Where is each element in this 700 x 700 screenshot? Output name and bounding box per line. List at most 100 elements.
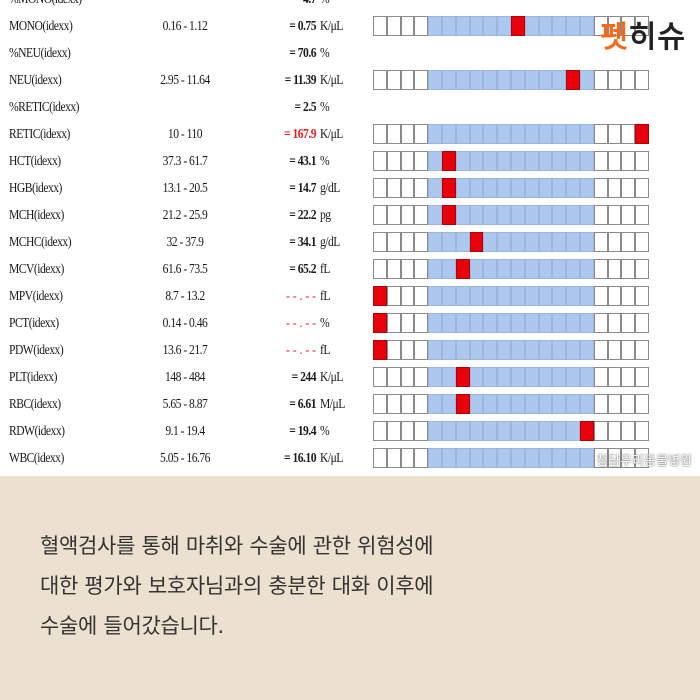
range-segment xyxy=(373,232,387,252)
range-segment xyxy=(552,313,567,333)
range-segment xyxy=(414,178,429,198)
range-segment xyxy=(607,70,622,90)
table-row: MCV(idexx) 61.6 - 73.5 = 65.2 fL xyxy=(0,256,700,283)
range-segment xyxy=(552,16,567,36)
range-segment xyxy=(428,16,442,36)
result-value: = 167.9 xyxy=(283,126,317,141)
range-bar xyxy=(373,421,649,441)
result-unit: K/μL xyxy=(320,126,343,141)
range-segment xyxy=(483,70,498,90)
range-segment xyxy=(510,259,525,279)
range-segment xyxy=(400,16,415,36)
reference-range: 61.6 - 73.5 xyxy=(162,261,208,276)
table-row: RETIC(idexx) 10 - 110 = 167.9 K/μL xyxy=(0,121,700,148)
result-value: = 22.2 xyxy=(289,207,316,222)
result-value: - - . - - xyxy=(286,342,316,357)
range-segment xyxy=(441,421,456,441)
range-segment xyxy=(593,421,608,441)
reference-range: 13.1 - 20.5 xyxy=(162,180,208,195)
range-segment xyxy=(428,205,442,225)
range-segment xyxy=(414,394,429,414)
test-name: PLT(idexx) xyxy=(9,369,57,384)
range-segment xyxy=(400,178,415,198)
result-marker xyxy=(510,16,525,36)
range-segment xyxy=(428,313,442,333)
result-marker xyxy=(441,178,456,198)
range-segment xyxy=(552,421,567,441)
table-row: %RETIC(idexx) = 2.5% xyxy=(0,94,700,121)
test-name: MPV(idexx) xyxy=(9,288,63,303)
reference-range: 2.95 - 11.64 xyxy=(160,72,210,87)
range-segment xyxy=(635,151,649,171)
range-segment xyxy=(579,340,594,360)
range-segment xyxy=(373,70,387,90)
result-unit: % xyxy=(320,45,330,60)
result-unit: K/μL xyxy=(320,72,343,87)
test-name: MCV(idexx) xyxy=(9,261,64,276)
test-name: %RETIC(idexx) xyxy=(9,99,80,114)
range-segment xyxy=(386,151,401,171)
result-unit: K/μL xyxy=(320,18,343,33)
range-segment xyxy=(441,70,456,90)
result-value: = 14.7 xyxy=(289,180,316,195)
range-segment xyxy=(441,394,456,414)
table-row: %MONO(idexx) = 4.7% xyxy=(0,0,700,13)
range-segment xyxy=(607,286,622,306)
range-segment xyxy=(386,421,401,441)
range-segment xyxy=(635,394,649,414)
range-segment xyxy=(400,340,415,360)
range-segment xyxy=(538,448,553,468)
range-segment xyxy=(552,394,567,414)
reference-range: 37.3 - 61.7 xyxy=(162,153,208,168)
range-segment xyxy=(455,70,470,90)
range-bar xyxy=(373,313,649,333)
range-segment xyxy=(635,259,649,279)
range-segment xyxy=(497,124,511,144)
result-marker xyxy=(469,232,484,252)
range-bar xyxy=(373,394,649,414)
range-segment xyxy=(428,421,442,441)
table-row: PCT(idexx) 0.14 - 0.46 - - . - -% xyxy=(0,310,700,337)
range-segment xyxy=(483,286,498,306)
range-segment xyxy=(428,232,442,252)
range-segment xyxy=(414,367,429,387)
range-segment xyxy=(524,259,539,279)
range-segment xyxy=(373,178,387,198)
range-segment xyxy=(469,313,484,333)
range-segment xyxy=(414,151,429,171)
range-segment xyxy=(538,205,553,225)
range-segment xyxy=(510,232,525,252)
range-segment xyxy=(455,178,470,198)
range-segment xyxy=(607,151,622,171)
range-segment xyxy=(538,367,553,387)
range-segment xyxy=(552,367,567,387)
table-row: WBC(idexx) 5.05 - 16.76 = 16.10 K/μL xyxy=(0,445,700,472)
range-segment xyxy=(497,151,511,171)
range-segment xyxy=(510,448,525,468)
test-name: PDW(idexx) xyxy=(9,342,64,357)
range-segment xyxy=(483,124,498,144)
range-segment xyxy=(483,232,498,252)
range-segment xyxy=(414,448,429,468)
result-marker xyxy=(579,421,594,441)
caption-line: 혈액검사를 통해 마취와 수술에 관한 위험성에 xyxy=(40,534,434,558)
range-segment xyxy=(607,16,622,36)
result-unit: % xyxy=(320,99,330,114)
result-value: = 16.10 xyxy=(283,450,317,465)
range-segment xyxy=(524,16,539,36)
range-segment xyxy=(621,178,636,198)
range-segment xyxy=(621,448,636,468)
test-name: %NEU(idexx) xyxy=(9,45,71,60)
reference-range: 0.16 - 1.12 xyxy=(162,18,208,33)
test-name: NEU(idexx) xyxy=(9,72,62,87)
range-segment xyxy=(566,394,580,414)
range-segment xyxy=(566,367,580,387)
range-segment xyxy=(593,340,608,360)
range-segment xyxy=(566,286,580,306)
range-segment xyxy=(538,313,553,333)
reference-range: 21.2 - 25.9 xyxy=(162,207,208,222)
range-segment xyxy=(469,151,484,171)
range-segment xyxy=(497,16,511,36)
range-segment xyxy=(524,340,539,360)
range-segment xyxy=(400,286,415,306)
